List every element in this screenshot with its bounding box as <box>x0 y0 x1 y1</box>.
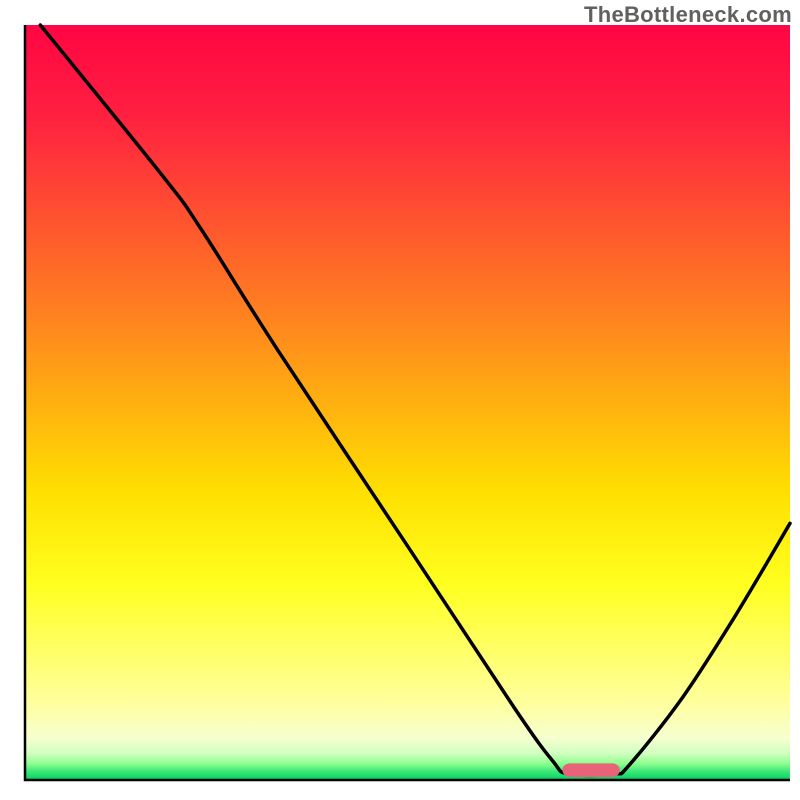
bottleneck-chart <box>0 0 800 800</box>
chart-background <box>25 25 790 780</box>
watermark-text: TheBottleneck.com <box>584 2 792 28</box>
optimal-marker <box>562 763 619 777</box>
